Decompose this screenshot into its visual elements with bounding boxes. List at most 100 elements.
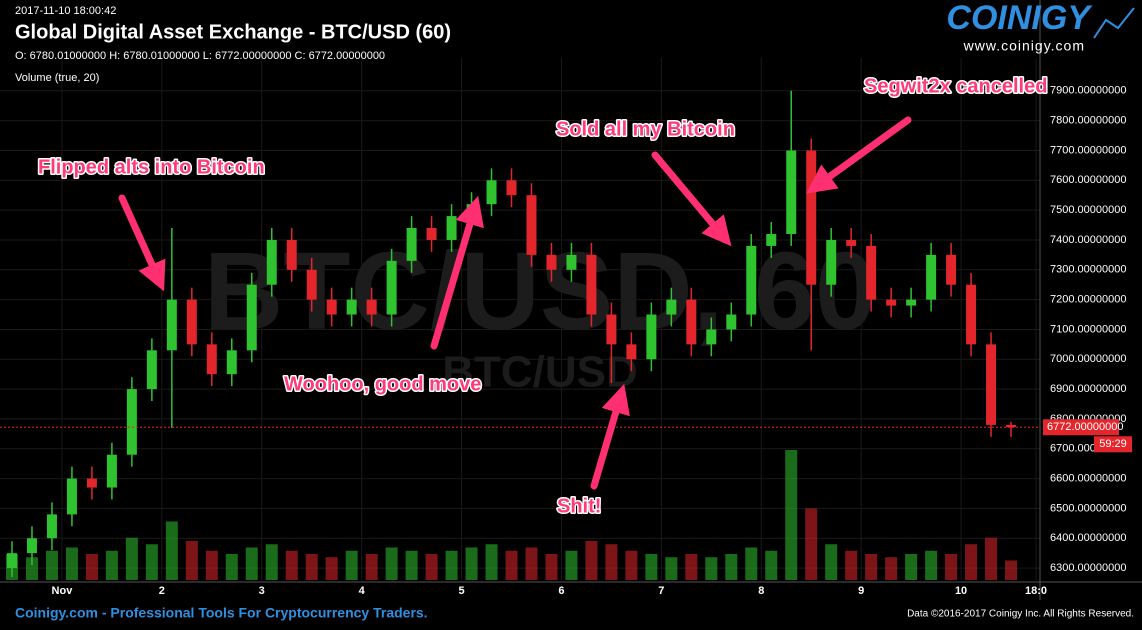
volume-bar [145,544,158,580]
candle-body [46,514,57,539]
arrow [651,151,732,247]
y-tick-label: 7800.00000000 [1050,115,1126,127]
volume-bar [505,550,518,580]
candle-body [586,254,597,315]
x-tick-label: 6 [558,585,564,597]
indicator-label: Volume (true, 20) [15,72,99,84]
y-tick-label: 6500.00000000 [1050,502,1126,514]
volume-bar [645,554,658,580]
candle-body [926,254,937,300]
candle-body [286,239,297,270]
candle-body [346,299,357,315]
countdown: 59:29 [1099,438,1127,450]
volume-bar [25,557,38,580]
volume-bar [905,554,918,580]
y-tick-label: 7300.00000000 [1050,264,1126,276]
x-tick-label: 3 [259,585,265,597]
y-tick-label: 7500.00000000 [1050,204,1126,216]
x-tick-label: 10 [955,585,967,597]
annotation: Sold all my Bitcoin [556,118,735,140]
volume-bar [225,554,238,580]
last-price-box [1043,419,1119,436]
x-tick-label: 5 [458,585,464,597]
volume-bar [265,544,278,580]
volume-bar [85,554,98,580]
chart-title: Global Digital Asset Exchange - BTC/USD … [15,21,451,43]
volume-bar [705,557,718,580]
watermark: BTC/USD, 60 [204,230,876,353]
volume-bar [305,554,318,580]
candle-layer [0,90,1040,578]
candle-body [126,389,137,455]
logo-url: www.coinigy.com [963,38,1085,54]
volume-bar [585,541,598,580]
x-tick-label: 18:0 [1025,585,1047,597]
y-tick-label: 6600.00000000 [1050,472,1126,484]
candle-body [726,314,737,330]
arrow [806,116,912,194]
candle-body [866,245,877,300]
candle-body [446,216,457,240]
candle-body [1006,424,1017,428]
candle-body [426,228,437,240]
candle-body [226,350,237,375]
volume-bar [385,547,398,580]
logo: COINIGY [946,0,1093,37]
volume-bar [865,554,878,580]
candle-body [906,299,917,306]
volume-bar [845,550,858,580]
volume-bar [825,544,838,580]
candle-body [186,299,197,345]
volume-layer [5,450,1018,580]
volume-bar [785,450,798,580]
candle-body [686,299,697,345]
volume-bar [965,544,978,580]
candle-body [506,180,517,196]
y-tick-label: 6900.00000000 [1050,383,1126,395]
candle-body [26,538,37,554]
candle-body [326,299,337,315]
x-tick-label: 8 [758,585,764,597]
candle-body [786,150,797,234]
volume-bar [985,537,998,580]
volume-bar [65,547,78,580]
candle-body [386,260,397,315]
axes: 6300.00000000 6400.00000000 6500.00000000 6… [52,85,1132,597]
volume-bar [945,554,958,580]
candle-body [666,299,677,315]
volume-bar [325,557,338,580]
candle-body [986,344,997,425]
candle-body [266,239,277,285]
candle-body [606,314,617,345]
volume-bar [485,544,498,580]
arrow [118,194,166,292]
volume-bar [185,541,198,580]
candle-body [706,329,717,345]
candle-body [646,314,657,360]
countdown-box [1094,436,1132,453]
candle-body [146,350,157,390]
volume-bar [885,557,898,580]
volume-bar [545,554,558,580]
arrow [590,383,630,490]
last-price-label: 6772.00000000 [1047,421,1123,433]
volume-bar [685,554,698,580]
candle-body [766,233,777,246]
annotation: Woohoo, good move [284,373,481,395]
footer-right: Data ©2016-2017 Coinigy Inc. All Rights … [907,609,1134,620]
candle-body [246,284,257,351]
candle-body [486,180,497,205]
candle-body [846,239,857,246]
volume-bar [525,547,538,580]
candle-body [6,553,17,569]
volume-bar [565,550,578,580]
y-tick-label: 7600.00000000 [1050,174,1126,186]
candle-body [106,454,117,488]
y-tick-label: 7000.00000000 [1050,353,1126,365]
candle-body [566,254,577,270]
candle-body [66,478,77,515]
candle-body [946,254,957,285]
volume-bar [1005,560,1018,580]
x-tick-label: 9 [858,585,864,597]
